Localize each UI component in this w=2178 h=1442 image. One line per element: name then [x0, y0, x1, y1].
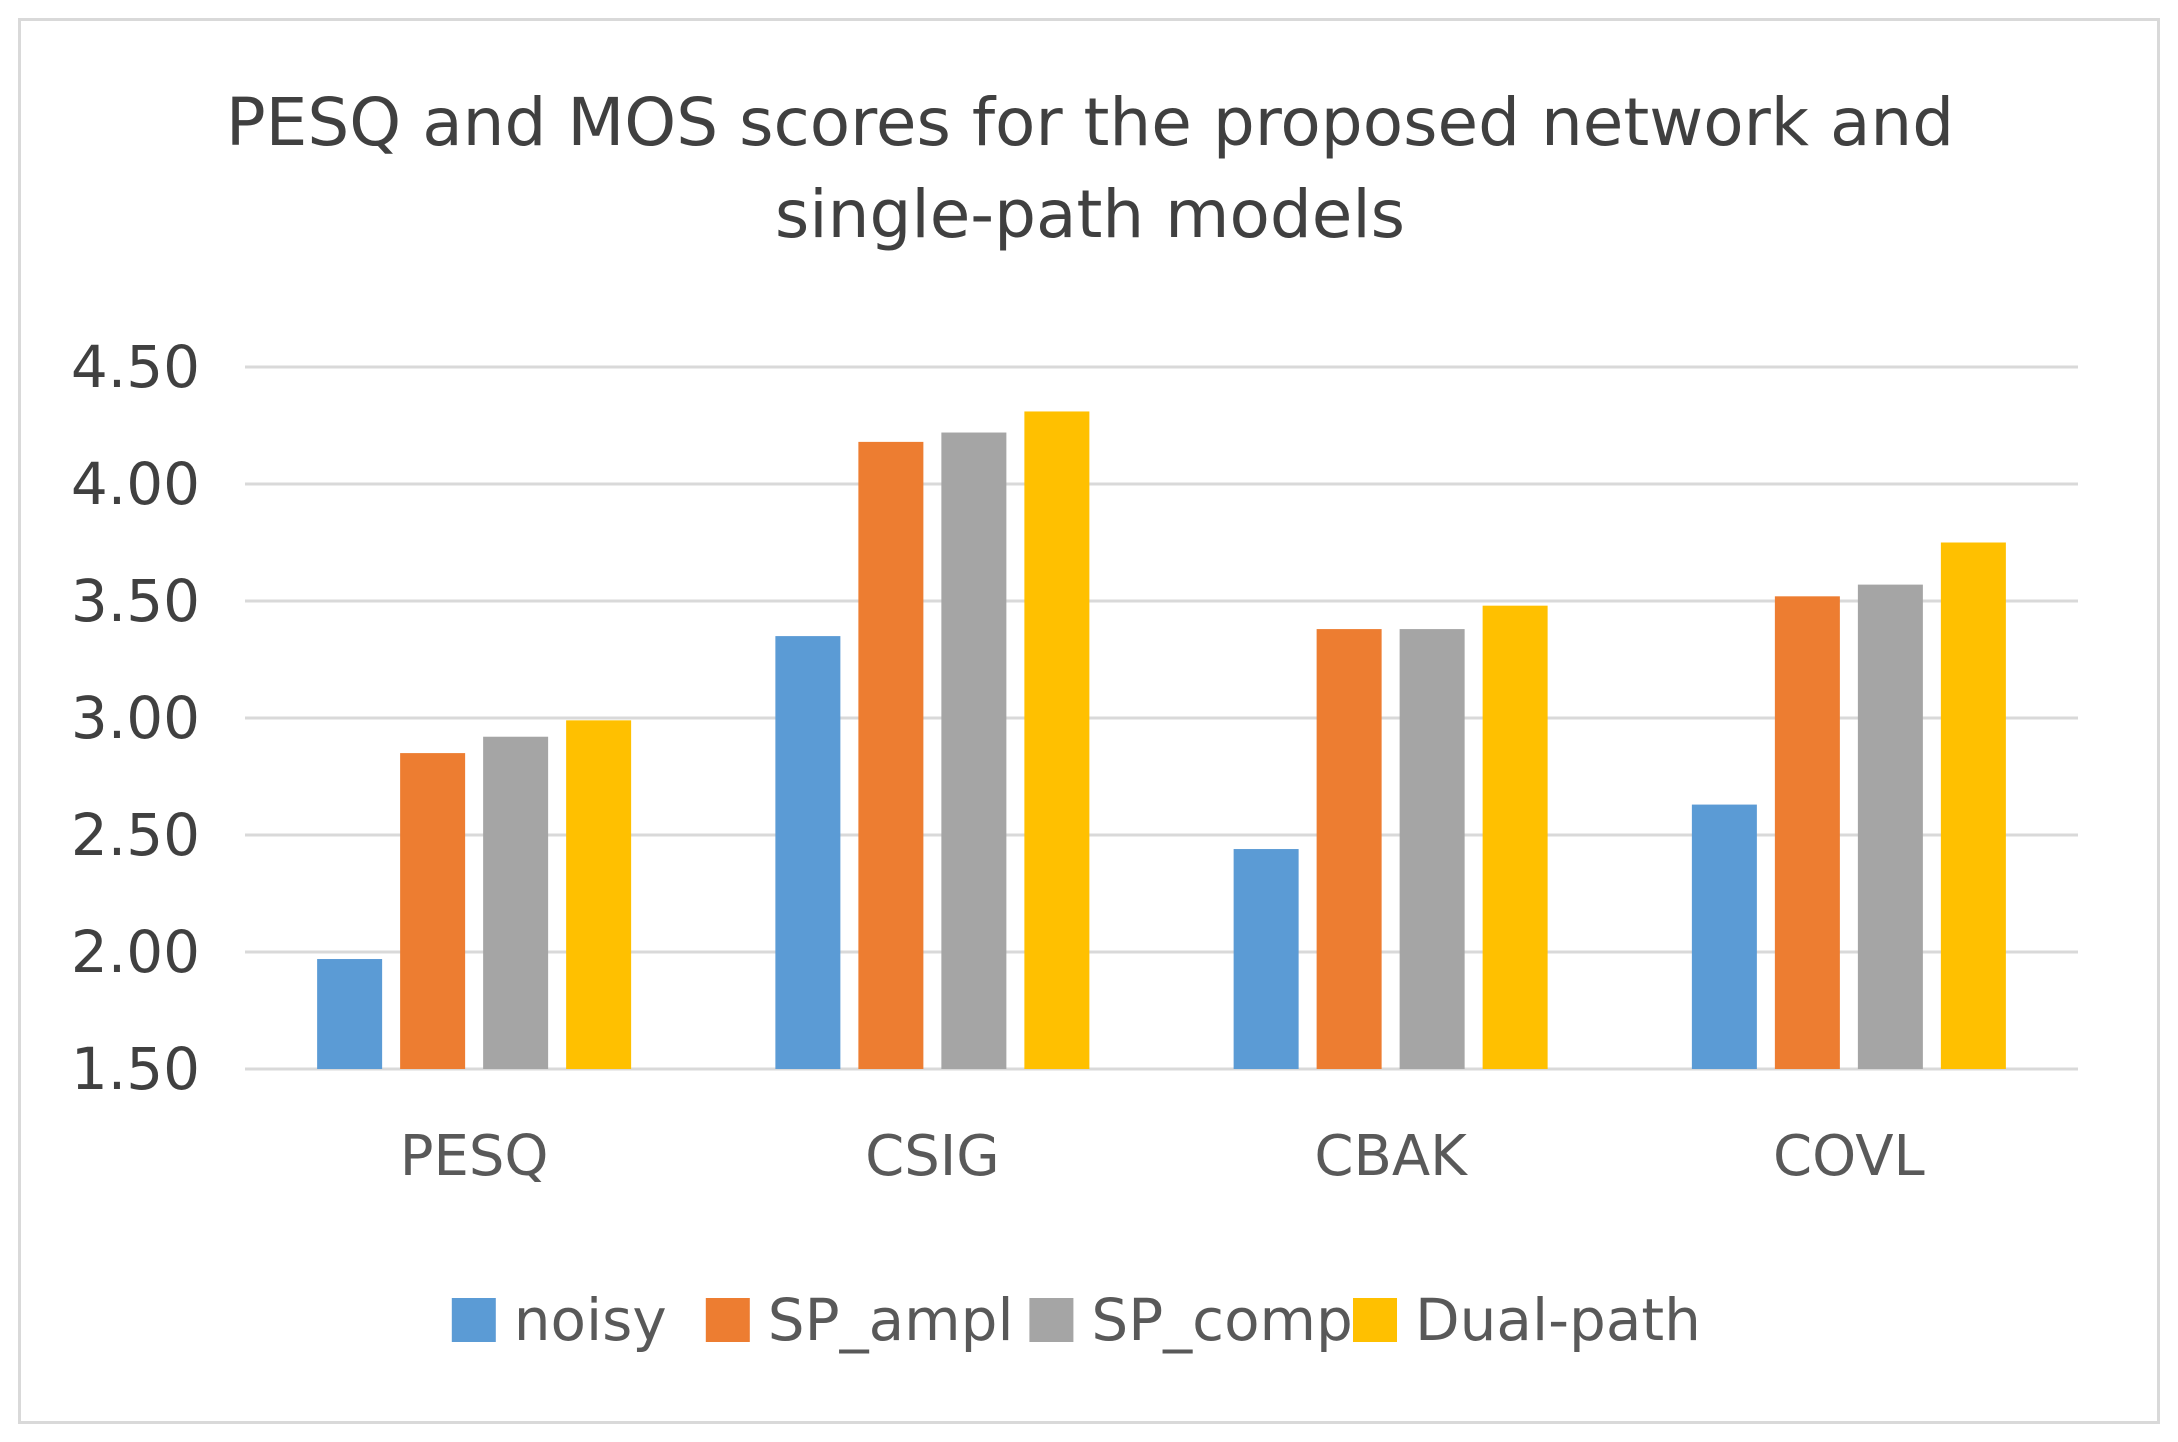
y-axis-tick-labels: 1.50 2.00 2.50 3.00 3.50 4.00 4.50	[71, 333, 200, 1103]
y-tick-label: 3.00	[71, 684, 200, 752]
legend-label-noisy: noisy	[514, 1286, 667, 1354]
bar-sp-ampl-pesq	[400, 753, 466, 1069]
bar-dual-path-cbak	[1482, 605, 1548, 1069]
y-tick-label: 2.00	[71, 918, 200, 986]
bar-dual-path-pesq	[566, 720, 632, 1069]
chart-title: PESQ and MOS scores for the proposed net…	[226, 84, 1954, 253]
bar-dual-path-csig	[1024, 411, 1090, 1070]
bar-noisy-pesq	[317, 959, 383, 1069]
bar-sp-comp-pesq	[483, 736, 549, 1069]
bar-noisy-csig	[775, 636, 841, 1069]
chart-title-line-1: PESQ and MOS scores for the proposed net…	[226, 84, 1954, 161]
y-tick-label: 4.50	[71, 333, 200, 401]
y-tick-label: 2.50	[71, 801, 200, 869]
bar-sp-comp-covl	[1857, 584, 1923, 1069]
legend-swatch-sp-ampl	[705, 1298, 750, 1342]
y-tick-label: 1.50	[71, 1035, 200, 1103]
gridlines	[245, 365, 2078, 1071]
legend-swatch-noisy	[451, 1298, 496, 1342]
chart-title-line-2: single-path models	[775, 176, 1405, 253]
bars	[317, 411, 2006, 1070]
bar-noisy-cbak	[1233, 849, 1299, 1069]
y-tick-label: 3.50	[71, 567, 200, 635]
legend-label-sp-ampl: SP_ampl	[768, 1286, 1014, 1354]
y-tick-label: 4.00	[71, 450, 200, 518]
legend-label-sp-comp: SP_comp	[1091, 1286, 1352, 1354]
legend-swatch-sp-comp	[1029, 1298, 1074, 1342]
x-category-label: CSIG	[865, 1124, 1000, 1189]
x-category-label: COVL	[1773, 1124, 1925, 1189]
bar-sp-ampl-csig	[858, 441, 924, 1069]
bar-sp-ampl-cbak	[1316, 629, 1382, 1069]
x-category-label: CBAK	[1314, 1124, 1468, 1189]
legend-swatch-dual-path	[1353, 1298, 1397, 1342]
bar-dual-path-covl	[1940, 542, 2006, 1069]
bar-sp-ampl-covl	[1774, 596, 1840, 1069]
legend: noisy SP_ampl SP_comp Dual-path	[451, 1286, 1701, 1354]
bar-sp-comp-csig	[941, 432, 1007, 1069]
bar-sp-comp-cbak	[1399, 629, 1465, 1069]
x-axis-category-labels: PESQ CSIG CBAK COVL	[400, 1124, 1925, 1189]
bar-noisy-covl	[1691, 804, 1757, 1069]
legend-label-dual-path: Dual-path	[1415, 1286, 1701, 1354]
x-category-label: PESQ	[400, 1124, 549, 1189]
